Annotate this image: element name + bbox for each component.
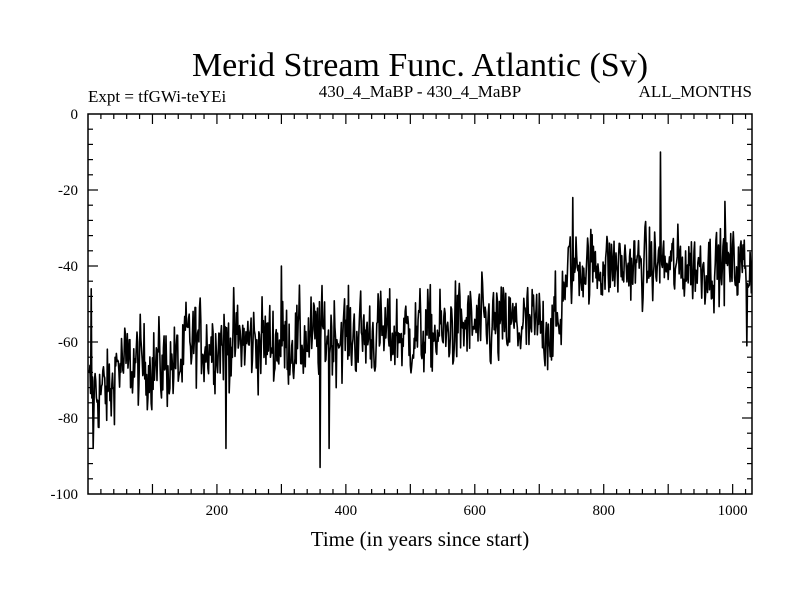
x-tick-label: 600 xyxy=(464,503,487,519)
x-tick-label: 400 xyxy=(335,503,358,519)
y-tick-label: -40 xyxy=(58,259,78,275)
x-tick-label: 200 xyxy=(206,503,229,519)
x-tick-label: 1000 xyxy=(718,503,748,519)
axis-tick-labels: 200 400 600 800 1000 0 -20 -40 -60 -80 -100 xyxy=(51,107,748,519)
y-tick-label: -100 xyxy=(51,487,79,503)
chart-subtitle-left: Expt = tfGWi-teYEi xyxy=(88,87,227,106)
x-axis-label: Time (in years since start) xyxy=(311,527,530,551)
series-line-0 xyxy=(87,151,753,469)
plot-area xyxy=(87,151,753,469)
chart-title: Merid Stream Func. Atlantic (Sv) xyxy=(192,47,648,84)
y-tick-label: -60 xyxy=(58,335,78,351)
x-tick-label: 800 xyxy=(592,503,615,519)
plot-frame xyxy=(87,113,753,495)
axis-ticks xyxy=(88,114,752,494)
chart-subtitle-right: ALL_MONTHS xyxy=(639,82,752,101)
chart-subtitle-center: 430_4_MaBP - 430_4_MaBP xyxy=(319,82,521,101)
y-tick-label: -80 xyxy=(58,411,78,427)
y-tick-label: 0 xyxy=(71,107,79,123)
y-tick-label: -20 xyxy=(58,183,78,199)
